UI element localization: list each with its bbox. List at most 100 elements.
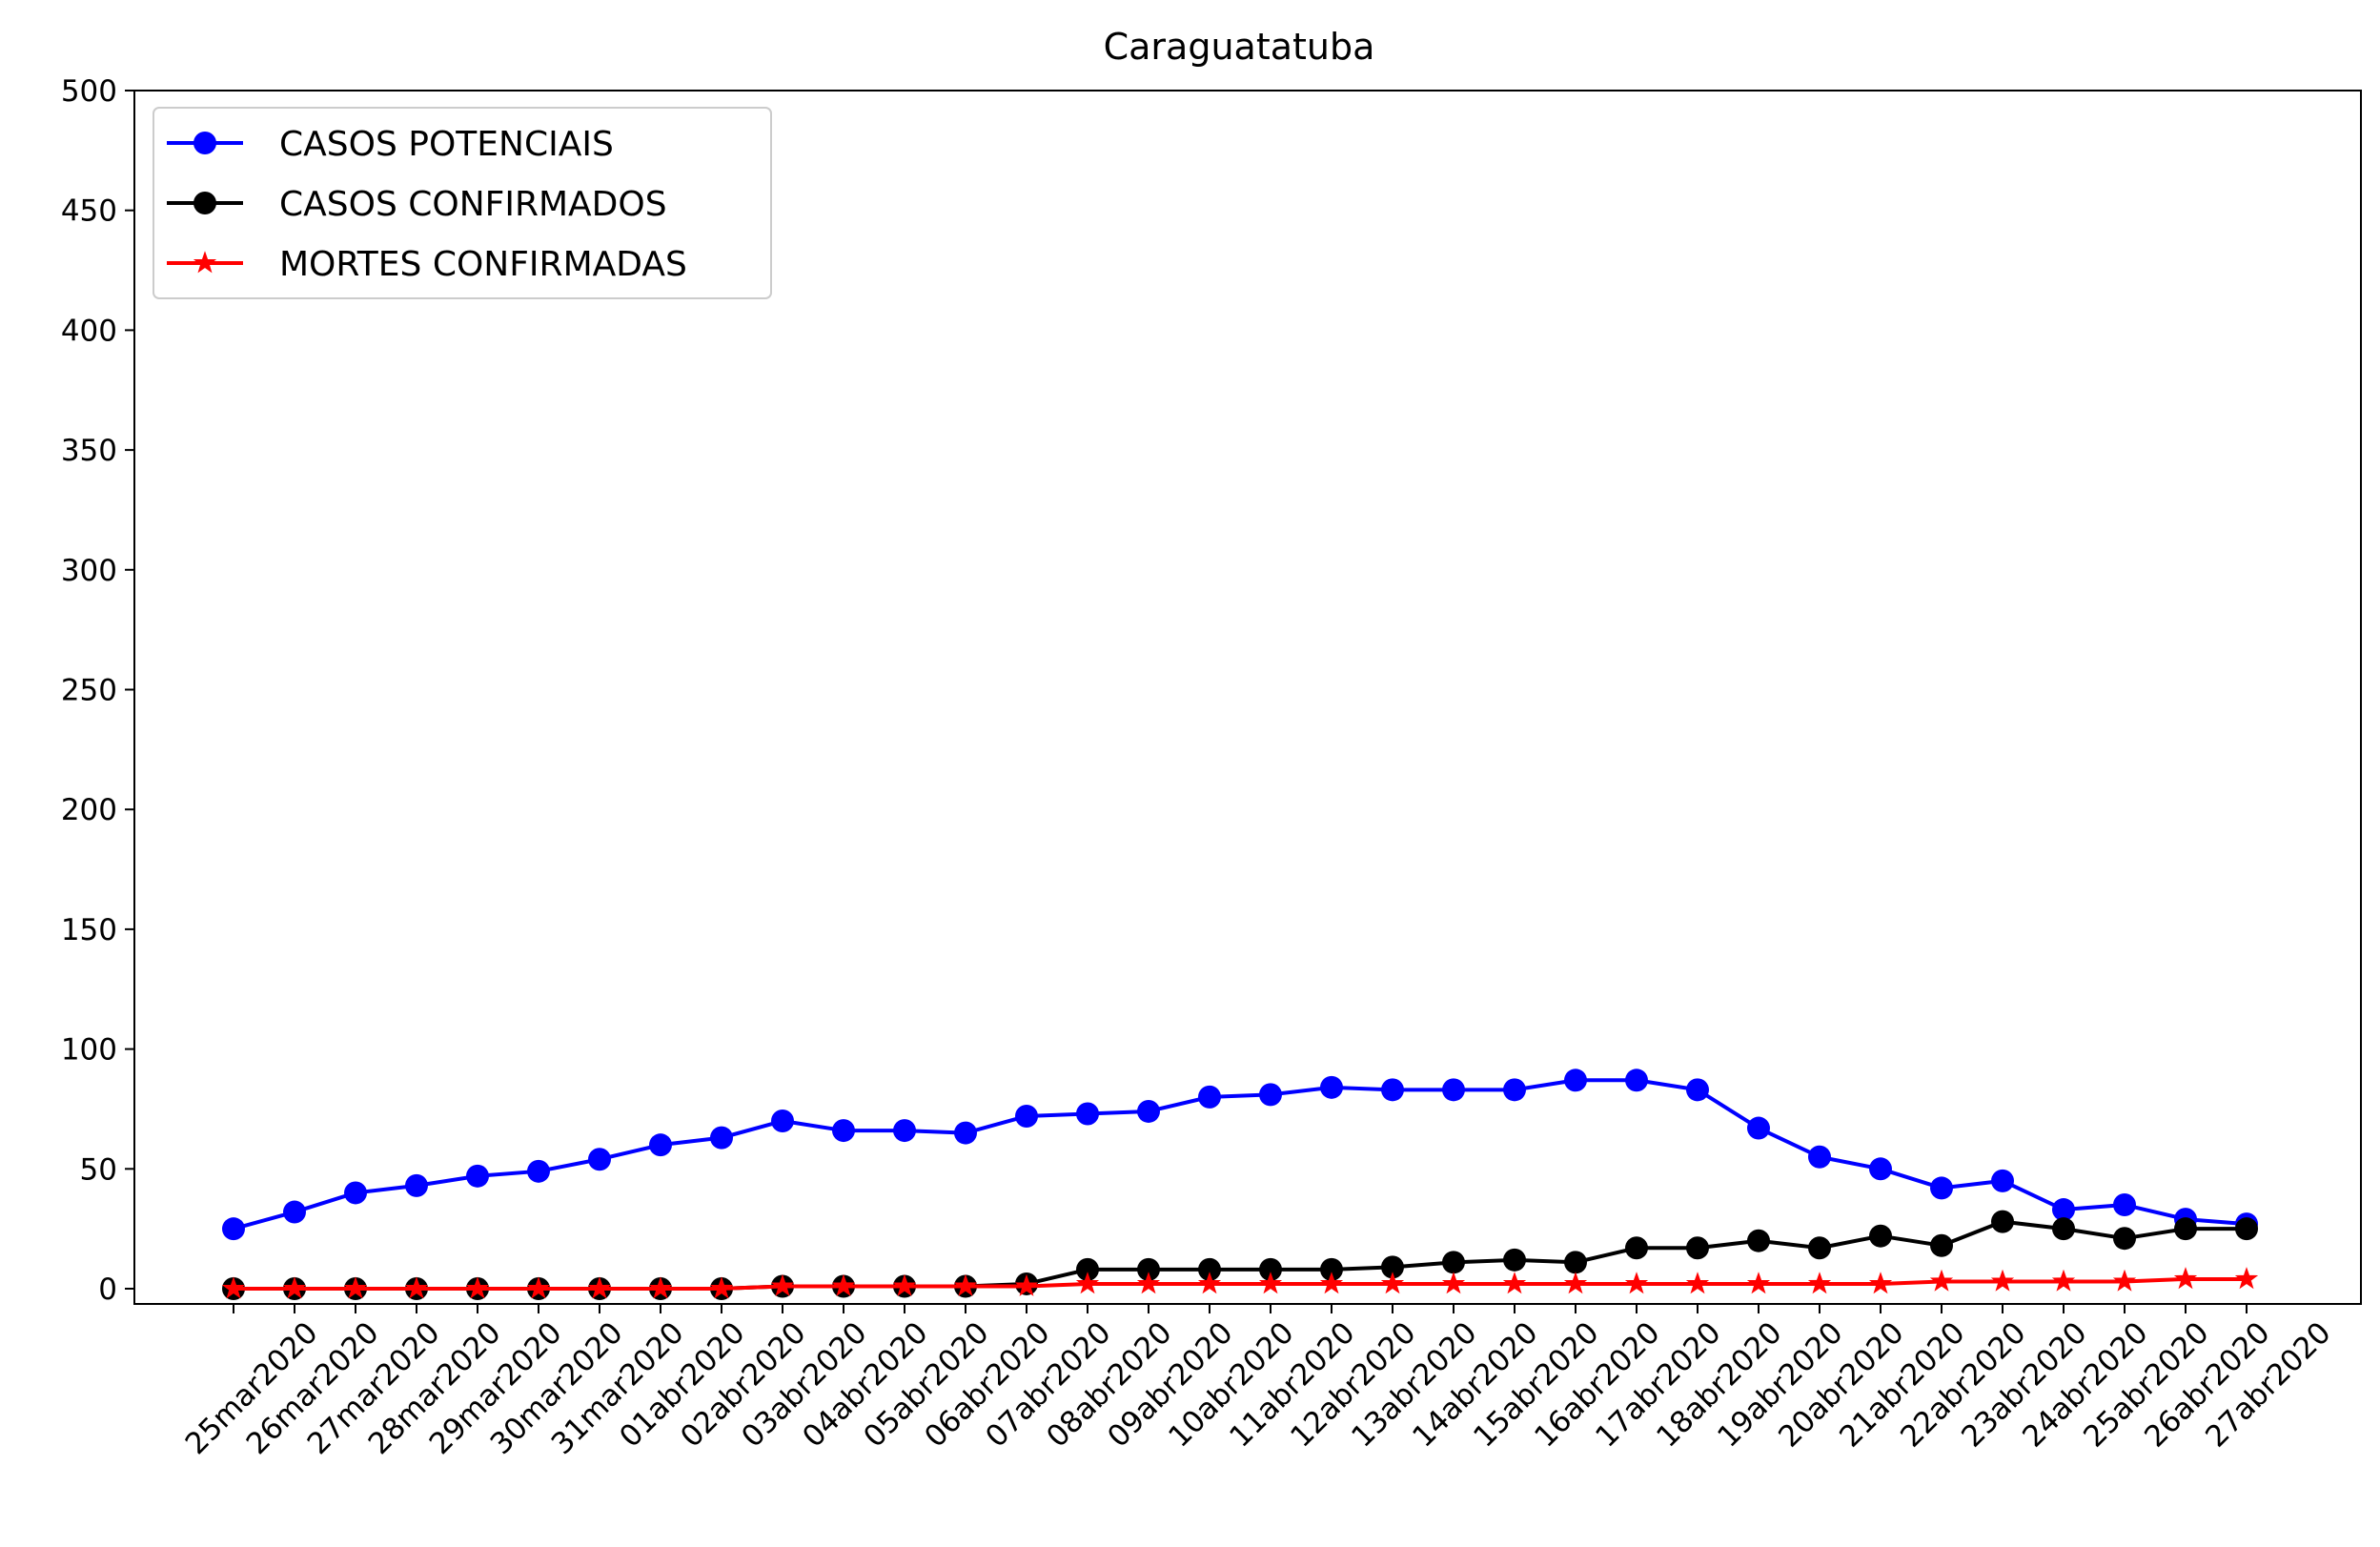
data-point <box>587 1276 612 1299</box>
legend-item: CASOS CONFIRMADOS <box>167 185 667 224</box>
data-point <box>1746 1272 1771 1294</box>
data-point <box>1137 1099 1160 1123</box>
legend-item: MORTES CONFIRMADAS <box>167 245 687 284</box>
data-point <box>1564 1251 1587 1274</box>
data-point <box>1503 1078 1526 1102</box>
series <box>222 1069 2258 1241</box>
data-point <box>1014 1273 1039 1296</box>
data-point <box>1320 1257 1343 1281</box>
data-point <box>1441 1272 1466 1294</box>
legend-label: CASOS CONFIRMADOS <box>279 185 667 224</box>
data-point <box>221 1276 246 1299</box>
data-point <box>193 192 216 214</box>
data-point <box>1624 1272 1649 1294</box>
data-point <box>1807 1272 1832 1294</box>
legend-label: CASOS POTENCIAIS <box>279 125 614 164</box>
legend-box <box>153 107 772 299</box>
data-point <box>344 1181 367 1205</box>
data-point <box>1808 1236 1831 1260</box>
data-point <box>832 1119 855 1143</box>
data-point <box>1869 1224 1892 1248</box>
legend-item: CASOS POTENCIAIS <box>167 125 614 164</box>
data-point <box>648 1276 673 1299</box>
y-tick-label: 100 <box>61 1033 117 1068</box>
data-point <box>893 1119 916 1143</box>
y-tick-label: 250 <box>61 674 117 708</box>
data-point <box>1686 1236 1709 1260</box>
chart-title: Caraguatatuba <box>1104 26 1375 68</box>
y-tick-label: 0 <box>98 1272 117 1307</box>
data-point <box>1381 1255 1404 1279</box>
data-point <box>1198 1257 1221 1281</box>
data-point <box>710 1126 733 1150</box>
data-point <box>1319 1272 1344 1294</box>
y-tick-label: 350 <box>61 434 117 468</box>
data-point <box>405 1173 428 1197</box>
data-point <box>2174 1217 2197 1241</box>
data-point <box>1258 1272 1283 1294</box>
data-point <box>1930 1233 1953 1257</box>
data-point <box>1869 1157 1892 1181</box>
y-tick-label: 400 <box>61 314 117 348</box>
data-point <box>1198 1085 1221 1109</box>
data-point <box>2113 1193 2136 1217</box>
legend: CASOS POTENCIAIS CASOS CONFIRMADOS MORTES … <box>153 107 772 299</box>
data-point <box>2113 1227 2136 1251</box>
data-point <box>2173 1267 2198 1290</box>
data-point <box>770 1273 795 1296</box>
data-point <box>1564 1069 1587 1092</box>
data-point <box>954 1121 977 1145</box>
data-point <box>2112 1269 2137 1292</box>
data-point <box>404 1276 429 1299</box>
data-point <box>2234 1267 2259 1290</box>
data-point <box>588 1148 611 1171</box>
data-point <box>1503 1248 1526 1272</box>
data-point <box>1442 1251 1465 1274</box>
y-tick-label: 200 <box>61 793 117 827</box>
y-axis: 0 50 100 150 200 250 300 350 400 450 500 <box>61 74 134 1307</box>
data-point <box>343 1276 368 1299</box>
data-point <box>1381 1078 1404 1102</box>
data-point <box>1990 1269 2015 1292</box>
data-point <box>1747 1229 1770 1252</box>
data-point <box>1015 1104 1038 1128</box>
series-layer <box>221 1069 2259 1300</box>
data-point <box>1442 1078 1465 1102</box>
data-point <box>1991 1169 2014 1192</box>
data-point <box>222 1217 245 1241</box>
data-point <box>283 1200 306 1224</box>
data-point <box>1929 1269 1954 1292</box>
y-tick-label: 300 <box>61 554 117 588</box>
data-point <box>1625 1069 1648 1092</box>
data-point <box>1808 1145 1831 1169</box>
data-point <box>1259 1257 1282 1281</box>
y-tick-label: 500 <box>61 74 117 109</box>
data-point <box>2235 1217 2258 1241</box>
data-point <box>1686 1078 1709 1102</box>
data-point <box>2052 1198 2075 1222</box>
data-point <box>1076 1102 1099 1126</box>
data-point <box>465 1276 490 1299</box>
data-point <box>1747 1116 1770 1140</box>
data-point <box>193 251 217 274</box>
data-point <box>892 1273 917 1296</box>
data-point <box>1076 1257 1099 1281</box>
data-point <box>649 1133 672 1157</box>
data-point <box>1991 1210 2014 1233</box>
legend-label: MORTES CONFIRMADAS <box>279 245 687 284</box>
data-point <box>1137 1257 1160 1281</box>
data-point <box>1380 1272 1405 1294</box>
data-point <box>953 1273 978 1296</box>
series-line <box>233 1078 2248 1231</box>
data-point <box>1563 1272 1588 1294</box>
data-point <box>466 1164 489 1188</box>
data-point <box>2052 1217 2075 1241</box>
data-point <box>1685 1272 1710 1294</box>
data-point <box>1259 1083 1282 1107</box>
y-tick-label: 50 <box>80 1152 117 1187</box>
data-point <box>771 1109 794 1133</box>
data-point <box>831 1273 856 1296</box>
data-point <box>282 1276 307 1299</box>
data-point <box>526 1276 551 1299</box>
